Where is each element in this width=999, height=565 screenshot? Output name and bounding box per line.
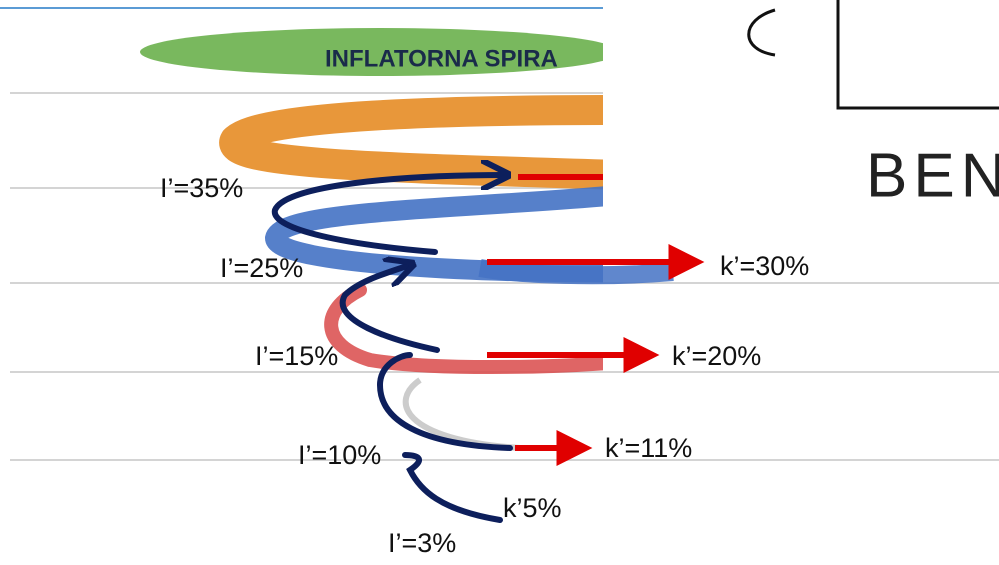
red-arrows	[487, 174, 705, 466]
title: INFLATORNA SPIRA	[325, 45, 558, 72]
spiral	[140, 28, 603, 451]
blue-spiral-line	[271, 175, 513, 523]
k-label: k’=11%	[605, 433, 692, 463]
k-label: k’=30%	[720, 251, 809, 281]
side-text: BEN	[866, 141, 999, 210]
inflation-label: I’=3%	[388, 528, 456, 558]
right-panel	[747, 0, 999, 110]
inflation-label: I’=15%	[255, 341, 338, 371]
inflation-label: I’=10%	[298, 440, 381, 470]
k-label: k’5%	[503, 493, 562, 523]
k-label: k’=20%	[672, 341, 761, 371]
inflation-label: I’=25%	[220, 253, 303, 283]
inflation-label: I’=35%	[160, 173, 243, 203]
blue-tail	[478, 259, 674, 285]
